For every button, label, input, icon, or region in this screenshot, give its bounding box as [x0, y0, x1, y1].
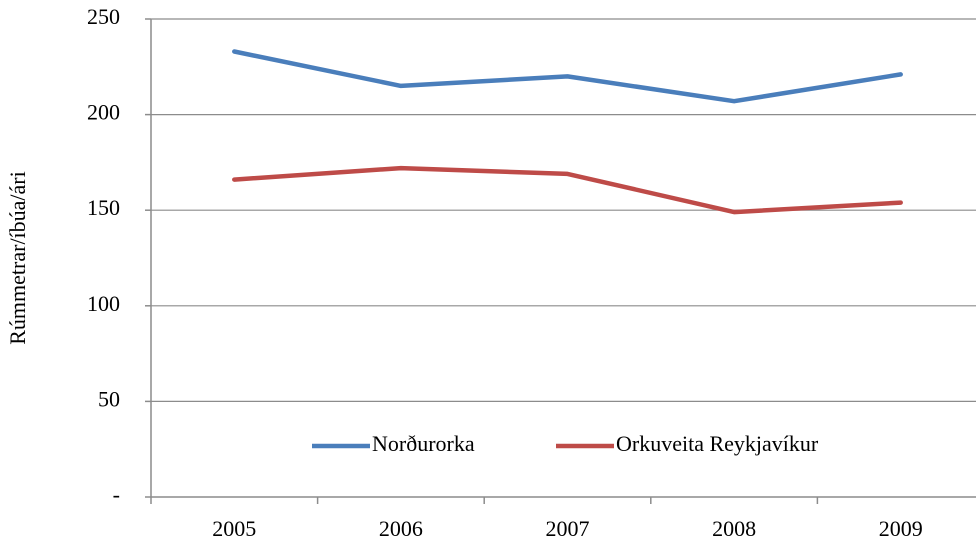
y-tick-label: 150	[87, 195, 120, 220]
y-tick-label: -	[113, 482, 120, 507]
y-tick-label: 50	[98, 386, 120, 411]
y-tick-label: 100	[87, 291, 120, 316]
x-tick-label: 2005	[212, 516, 256, 541]
y-tick-label: 200	[87, 100, 120, 125]
y-axis-label: Rúmmetrar/íbúa/ári	[5, 171, 30, 345]
legend-label: Norðurorka	[372, 431, 475, 456]
y-tick-label: 250	[87, 4, 120, 29]
x-tick-label: 2008	[712, 516, 756, 541]
x-tick-label: 2009	[879, 516, 923, 541]
x-tick-label: 2006	[379, 516, 423, 541]
line-series	[232, 49, 903, 104]
legend-label: Orkuveita Reykjavíkur	[616, 431, 819, 456]
x-tick-label: 2007	[546, 516, 590, 541]
line-series	[232, 165, 903, 215]
